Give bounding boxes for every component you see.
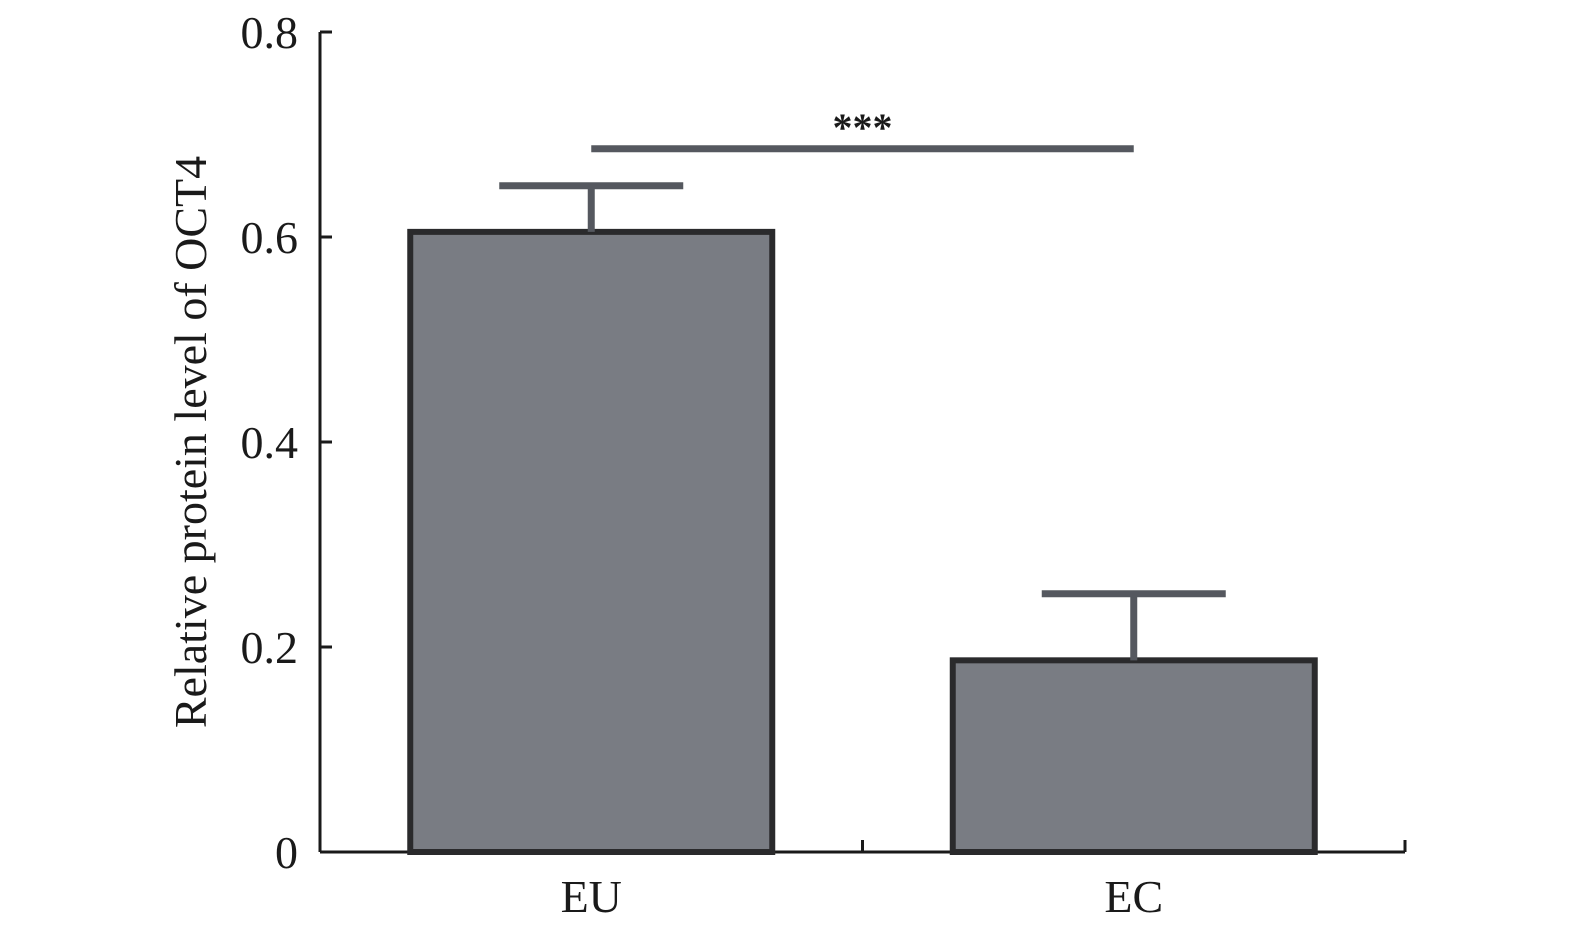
y-tick-label: 0.2: [241, 622, 299, 673]
bar-eu: [407, 228, 776, 855]
x-axis-labels: EU EC: [561, 871, 1164, 922]
category-label-eu: EU: [561, 871, 622, 922]
error-bars: [499, 182, 1226, 661]
significance-label: ***: [833, 105, 893, 150]
y-axis-title: Relative protein level of OCT4: [165, 156, 216, 728]
significance-annotation: ***: [591, 105, 1134, 153]
bars: [407, 228, 1318, 856]
y-tick-label: 0: [275, 827, 298, 878]
y-tick-label: 0.4: [241, 417, 299, 468]
category-label-ec: EC: [1104, 871, 1163, 922]
y-tick-label: 0.6: [241, 212, 299, 263]
y-tick-label: 0.8: [241, 7, 299, 58]
y-axis-ticks: 0 0.2 0.4 0.6 0.8: [241, 7, 332, 878]
bar-ec: [949, 657, 1318, 856]
